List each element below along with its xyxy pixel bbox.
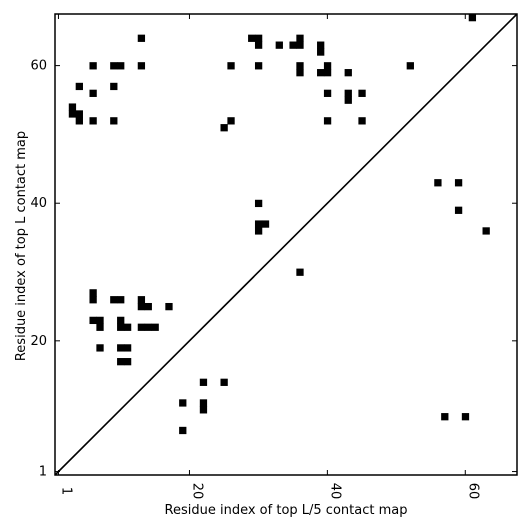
contact-cell-lower	[117, 316, 125, 325]
contact-cell-upper	[323, 69, 332, 77]
contact-cell-upper	[227, 117, 235, 125]
y-tick-label: 60	[30, 59, 47, 74]
contact-cell-lower	[117, 296, 125, 304]
contact-cell-upper	[261, 220, 270, 228]
contact-cell-upper	[254, 34, 263, 42]
contact-cell-upper	[275, 41, 283, 49]
contact-cell-lower	[117, 358, 125, 366]
contact-cell-lower	[179, 426, 187, 435]
contact-cell-lower	[110, 296, 118, 304]
contact-cell-upper	[248, 34, 256, 42]
contact-cell-upper	[296, 34, 304, 42]
y-axis-ticks: 1 20 40 60	[30, 59, 517, 480]
contact-cell-lower	[89, 296, 97, 304]
contact-cell-upper	[89, 117, 97, 125]
contact-cell-upper	[296, 268, 304, 276]
contact-cell-lower	[199, 406, 208, 414]
contact-cell-upper	[296, 69, 304, 77]
contact-cell-lower	[117, 344, 125, 352]
contact-cell-upper	[75, 82, 83, 91]
contact-cell-lower	[96, 344, 104, 352]
x-tick-label: 60	[465, 483, 480, 500]
contact-cell-lower	[89, 289, 97, 297]
contact-cell-upper	[68, 103, 77, 111]
contact-cell-upper	[254, 41, 263, 49]
contact-cell-upper	[254, 227, 263, 235]
contact-cell-lower	[179, 399, 187, 407]
x-tick-label: 1	[58, 487, 73, 495]
y-tick-label: 1	[39, 465, 47, 480]
contact-cell-upper	[358, 117, 366, 125]
contact-cell-lower	[220, 378, 228, 386]
contact-cell-upper	[406, 62, 414, 70]
x-tick-label: 40	[327, 483, 342, 500]
contact-cell-lower	[199, 378, 208, 386]
contact-cell-lower	[123, 358, 132, 366]
contact-cell-lower	[96, 323, 104, 331]
contact-cell-upper	[89, 89, 97, 97]
contact-cell-upper	[110, 82, 118, 91]
contact-cell-upper	[296, 62, 304, 70]
contact-cell-upper	[323, 89, 332, 97]
contact-cell-upper	[110, 117, 118, 125]
contact-cell-lower	[96, 316, 104, 325]
diagonal-line	[54, 13, 518, 476]
contact-cell-upper	[344, 69, 352, 77]
contact-cell-upper	[117, 62, 125, 70]
contact-cell-upper	[137, 62, 146, 70]
x-axis-label: Residue index of top L/5 contact map	[165, 503, 408, 518]
contact-cell-upper	[110, 62, 118, 70]
contact-cell-upper	[454, 206, 463, 214]
contact-cell-upper	[89, 62, 97, 70]
contact-cell-upper	[220, 124, 228, 132]
contact-cell-upper	[344, 96, 352, 104]
contact-cell-lower	[123, 323, 132, 331]
contact-cell-lower	[461, 413, 470, 421]
contact-cell-lower	[117, 323, 125, 331]
contact-cell-upper	[289, 41, 297, 49]
contact-cell-lower	[137, 302, 146, 311]
contact-cell-upper	[317, 48, 325, 56]
contact-cell-upper	[254, 62, 263, 70]
x-tick-label: 20	[189, 483, 204, 500]
contact-cell-lower	[151, 323, 159, 331]
contact-cell-lower	[137, 296, 146, 304]
contact-cell-lower	[144, 302, 152, 311]
contact-cell-lower	[441, 413, 449, 421]
contact-cell-upper	[317, 41, 325, 49]
y-tick-label: 20	[30, 334, 47, 349]
y-tick-label: 40	[30, 196, 47, 211]
contact-cell-upper	[323, 117, 332, 125]
contact-cell-lower	[199, 399, 208, 407]
y-axis-label: Residue index of top L contact map	[14, 131, 29, 361]
contact-cell-upper	[68, 110, 77, 118]
contact-cell-lower	[144, 323, 152, 331]
contact-cell-upper	[75, 117, 83, 125]
contact-cell-upper	[75, 110, 83, 118]
contact-cell-lower	[137, 323, 146, 331]
contact-cell-upper	[254, 220, 263, 228]
contact-cell-upper	[358, 89, 366, 97]
contact-cell-lower	[123, 344, 132, 352]
contact-cells	[68, 14, 490, 435]
contact-cell-upper	[482, 227, 490, 235]
contact-cell-upper	[296, 41, 304, 49]
contact-cell-lower	[89, 316, 97, 325]
x-axis-ticks: 1 20 40 60	[57, 14, 480, 500]
contact-cell-upper	[434, 179, 442, 187]
contact-cell-upper	[317, 69, 325, 77]
contact-cell-upper	[227, 62, 235, 70]
contact-cell-lower	[165, 302, 173, 311]
contact-cell-upper	[454, 179, 463, 187]
contact-cell-upper	[254, 199, 263, 208]
contact-cell-upper	[344, 89, 352, 97]
contact-cell-upper	[468, 14, 477, 22]
contact-cell-upper	[137, 34, 146, 42]
plot-frame	[54, 13, 518, 476]
contact-cell-upper	[323, 62, 332, 70]
